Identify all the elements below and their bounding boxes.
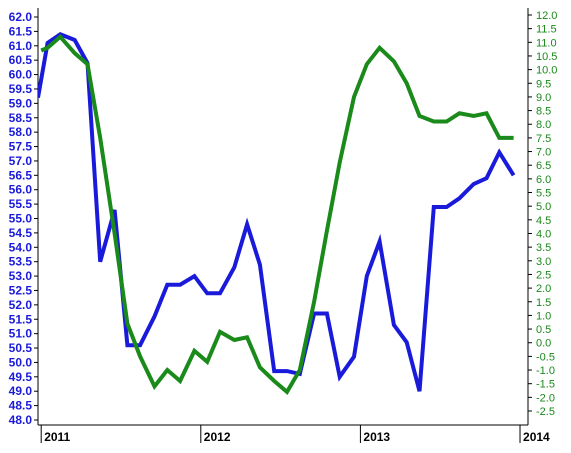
left-tick-label: 58.0 — [9, 125, 33, 139]
left-axis-ticks: 62.061.561.060.560.059.559.058.558.057.5… — [9, 10, 38, 427]
right-tick-label: 1.5 — [536, 297, 551, 309]
right-tick-label: 10.0 — [536, 65, 557, 77]
left-tick-label: 55.5 — [9, 197, 33, 211]
left-tick-label: 59.0 — [9, 96, 33, 110]
right-tick-label: 8.5 — [536, 106, 551, 118]
right-tick-label: 10.5 — [536, 51, 557, 63]
left-tick-label: 54.0 — [9, 240, 33, 254]
left-tick-label: 54.5 — [9, 226, 33, 240]
left-tick-label: 56.5 — [9, 168, 33, 182]
right-tick-label: 9.0 — [536, 92, 551, 104]
right-tick-label: 7.5 — [536, 133, 551, 145]
right-tick-label: 3.0 — [536, 256, 551, 268]
left-tick-label: 57.5 — [9, 140, 33, 154]
right-tick-label: 6.0 — [536, 174, 551, 186]
right-tick-label: 3.5 — [536, 242, 551, 254]
left-tick-label: 50.0 — [9, 355, 33, 369]
left-tick-label: 50.5 — [9, 341, 33, 355]
right-axis-series-line — [40, 33, 514, 395]
right-tick-label: 7.0 — [536, 147, 551, 159]
left-tick-label: 53.5 — [9, 255, 33, 269]
right-tick-label: 0.5 — [536, 324, 551, 336]
right-tick-label: 11.5 — [536, 24, 557, 36]
right-tick-label: 11.0 — [536, 37, 557, 49]
right-tick-label: 6.5 — [536, 160, 551, 172]
right-tick-label: 4.0 — [536, 228, 551, 240]
x-tick-label: 2014 — [523, 430, 550, 444]
left-tick-label: 59.5 — [9, 82, 33, 96]
left-tick-label: 56.0 — [9, 183, 33, 197]
x-axis-ticks: 2011 2012 2013 2014 — [40, 425, 550, 444]
right-axis-ticks: 12.011.511.010.510.09.59.08.58.07.57.06.… — [528, 10, 557, 418]
right-tick-label: 2.0 — [536, 283, 551, 295]
right-tick-label: 4.5 — [536, 215, 551, 227]
left-tick-label: 61.5 — [9, 24, 33, 38]
left-tick-label: 52.5 — [9, 283, 33, 297]
left-tick-label: 51.0 — [9, 327, 33, 341]
right-tick-label: 5.0 — [536, 201, 551, 213]
right-tick-label: -2.5 — [536, 406, 555, 418]
left-tick-label: 51.5 — [9, 312, 33, 326]
x-tick-label: 2012 — [204, 430, 231, 444]
x-tick-label: 2013 — [363, 430, 390, 444]
x-tick-label: 2011 — [44, 430, 70, 444]
right-tick-label: 9.5 — [536, 78, 551, 90]
left-tick-label: 48.5 — [9, 399, 33, 413]
right-tick-label: -1.0 — [536, 365, 555, 377]
left-tick-label: 58.5 — [9, 111, 33, 125]
left-tick-label: 48.0 — [9, 413, 33, 427]
left-tick-label: 57.0 — [9, 154, 33, 168]
right-tick-label: -1.5 — [536, 379, 555, 391]
right-tick-label: 1.0 — [536, 310, 551, 322]
left-tick-label: 53.0 — [9, 269, 33, 283]
series-lines — [38, 32, 516, 395]
right-tick-label: 0.0 — [536, 338, 551, 350]
right-tick-label: 5.5 — [536, 188, 551, 200]
left-tick-label: 61.0 — [9, 39, 33, 53]
right-tick-label: 8.0 — [536, 119, 551, 131]
right-tick-label: 2.5 — [536, 269, 551, 281]
left-axis-series-line — [38, 32, 516, 392]
left-tick-label: 60.0 — [9, 68, 33, 82]
right-tick-label: -0.5 — [536, 351, 555, 363]
left-tick-label: 49.5 — [9, 370, 33, 384]
left-tick-label: 62.0 — [9, 10, 33, 24]
left-tick-label: 60.5 — [9, 53, 33, 67]
right-tick-label: 12.0 — [536, 10, 557, 22]
left-tick-label: 52.0 — [9, 298, 33, 312]
left-tick-label: 49.0 — [9, 384, 33, 398]
axes: 62.061.561.060.560.059.559.058.558.057.5… — [9, 8, 557, 444]
left-tick-label: 55.0 — [9, 212, 33, 226]
right-tick-label: -2.0 — [536, 392, 555, 404]
